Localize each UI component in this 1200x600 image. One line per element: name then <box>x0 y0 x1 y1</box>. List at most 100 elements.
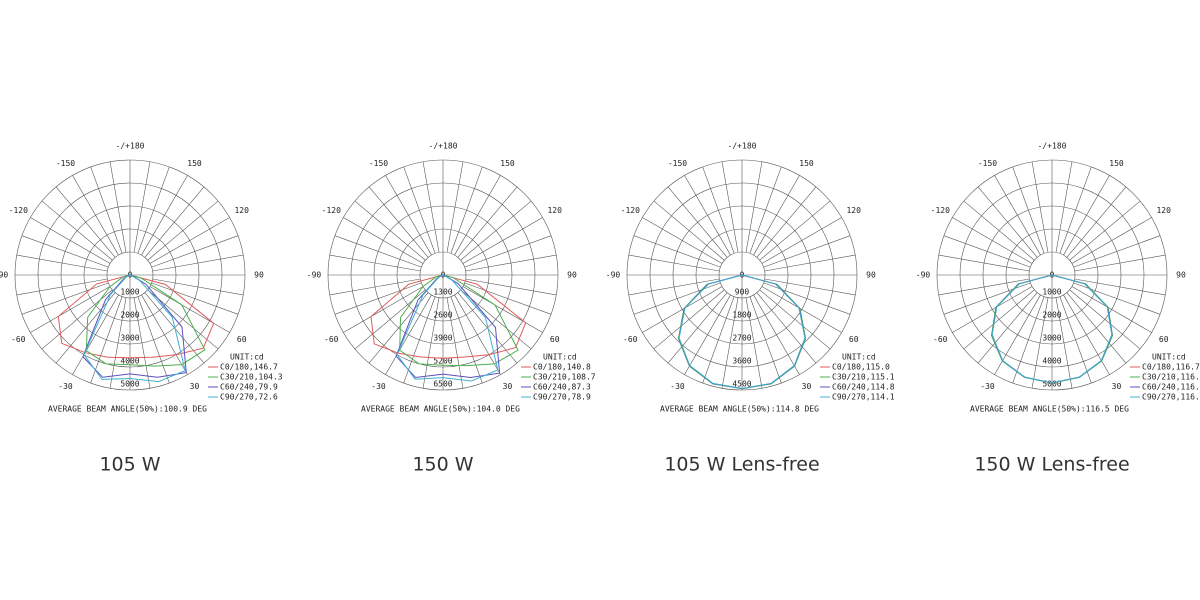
angle-tick-label: 90 <box>866 271 876 280</box>
beam-angle-note: AVERAGE BEAM ANGLE(50%):114.8 DEG <box>660 405 819 414</box>
ring <box>936 159 1168 391</box>
angle-tick-label: -30 <box>371 382 386 391</box>
legend-label: C30/210,108.7 <box>533 373 596 382</box>
legend-label: C30/210,116.5 <box>1142 373 1200 382</box>
angle-tick-label: -120 <box>9 206 28 215</box>
ring <box>37 182 223 368</box>
unit-label: UNIT:cd <box>543 353 577 362</box>
polar-chart: 09001800270036004500-/+180150120906030-3… <box>606 142 895 476</box>
intensity-curve <box>83 274 186 383</box>
angle-tick-label: -/+180 <box>728 142 757 151</box>
legend-label: C0/180,115.0 <box>832 363 890 372</box>
unit-label: UNIT:cd <box>1152 353 1186 362</box>
angle-tick-label: -150 <box>668 159 687 168</box>
ring <box>373 205 513 345</box>
r-tick-label: 5200 <box>433 357 452 366</box>
r-tick-label: 3000 <box>1042 334 1061 343</box>
intensity-curve <box>82 274 187 378</box>
chart-title: 150 W Lens-free <box>974 454 1129 476</box>
angle-tick-label: -/+180 <box>116 142 145 151</box>
angle-tick-label: -/+180 <box>429 142 458 151</box>
polar-chart: 010002000300040005000-/+180150120906030-… <box>0 142 283 476</box>
angle-tick-label: 150 <box>799 159 814 168</box>
legend-label: C90/270,114.1 <box>832 393 895 402</box>
angle-tick-label: -60 <box>324 335 339 344</box>
angle-tick-label: -60 <box>11 335 26 344</box>
r-tick-label: 4000 <box>120 357 139 366</box>
r-tick-label: 2700 <box>732 334 751 343</box>
r-tick-label: 5000 <box>120 380 139 389</box>
intensity-curve <box>991 274 1113 384</box>
r-tick-label: 6500 <box>433 380 452 389</box>
r-tick-label: 4000 <box>1042 357 1061 366</box>
angle-tick-label: -90 <box>307 271 322 280</box>
angle-tick-label: 60 <box>849 335 859 344</box>
angle-tick-label: 120 <box>846 206 861 215</box>
ring <box>106 251 154 299</box>
ring <box>1005 228 1099 322</box>
angle-tick-label: -120 <box>322 206 341 215</box>
legend-label: C30/210,115.1 <box>832 373 895 382</box>
angle-tick-label: -90 <box>0 271 8 280</box>
angle-tick-label: -90 <box>606 271 621 280</box>
ring <box>959 182 1145 368</box>
angle-tick-label: -30 <box>980 382 995 391</box>
r-tick-label: 2600 <box>433 311 452 320</box>
angle-tick-label: 90 <box>1176 271 1186 280</box>
angle-tick-label: -60 <box>623 335 638 344</box>
ring <box>60 205 200 345</box>
angle-tick-label: 30 <box>1112 382 1122 391</box>
ring <box>718 251 766 299</box>
angle-tick-label: 60 <box>550 335 560 344</box>
intensity-curve <box>395 274 501 379</box>
angle-tick-label: 120 <box>1156 206 1171 215</box>
r-tick-label: 1000 <box>120 288 139 297</box>
legend-label: C60/240,116.4 <box>1142 383 1200 392</box>
legend-label: C60/240,79.9 <box>220 383 278 392</box>
chart-title: 105 W Lens-free <box>664 454 819 476</box>
intensity-curve <box>396 274 499 382</box>
ring <box>626 159 858 391</box>
r-tick-label: 3000 <box>120 334 139 343</box>
angle-tick-label: -90 <box>916 271 931 280</box>
beam-angle-note: AVERAGE BEAM ANGLE(50%):116.5 DEG <box>970 405 1129 414</box>
legend-label: C0/180,116.7 <box>1142 363 1200 372</box>
angle-tick-label: -120 <box>621 206 640 215</box>
r-tick-label: 1300 <box>433 288 452 297</box>
angle-tick-label: 150 <box>1109 159 1124 168</box>
angle-tick-label: 90 <box>567 271 577 280</box>
ring <box>982 205 1122 345</box>
angle-tick-label: -150 <box>978 159 997 168</box>
angle-tick-label: 90 <box>254 271 264 280</box>
legend-label: C30/210,104.3 <box>220 373 283 382</box>
polar-chart: 013002600390052006500-/+180150120906030-… <box>307 142 596 476</box>
beam-angle-note: AVERAGE BEAM ANGLE(50%):104.0 DEG <box>361 405 520 414</box>
angle-tick-label: 60 <box>237 335 247 344</box>
ring <box>327 159 559 391</box>
r-tick-label: 2000 <box>120 311 139 320</box>
r-tick-label: 2000 <box>1042 311 1061 320</box>
legend-label: C90/270,78.9 <box>533 393 591 402</box>
legend-label: C90/270,116.2 <box>1142 393 1200 402</box>
angle-tick-label: -60 <box>933 335 948 344</box>
angle-tick-label: 120 <box>234 206 249 215</box>
ring <box>1028 251 1076 299</box>
r-tick-label: 900 <box>735 288 750 297</box>
legend-label: C0/180,140.8 <box>533 363 591 372</box>
chart-title: 105 W <box>99 454 160 476</box>
angle-tick-label: -30 <box>670 382 685 391</box>
angle-tick-label: 120 <box>547 206 562 215</box>
angle-tick-label: -150 <box>56 159 75 168</box>
angle-tick-label: -30 <box>58 382 73 391</box>
angle-tick-label: 60 <box>1159 335 1169 344</box>
chart-title: 150 W <box>412 454 473 476</box>
intensity-curve <box>370 274 527 359</box>
angle-tick-label: -150 <box>369 159 388 168</box>
angle-tick-label: 30 <box>190 382 200 391</box>
intensity-curve <box>85 274 206 367</box>
angle-tick-label: -120 <box>931 206 950 215</box>
ring <box>419 251 467 299</box>
ring <box>695 228 789 322</box>
intensity-curve <box>399 274 519 367</box>
